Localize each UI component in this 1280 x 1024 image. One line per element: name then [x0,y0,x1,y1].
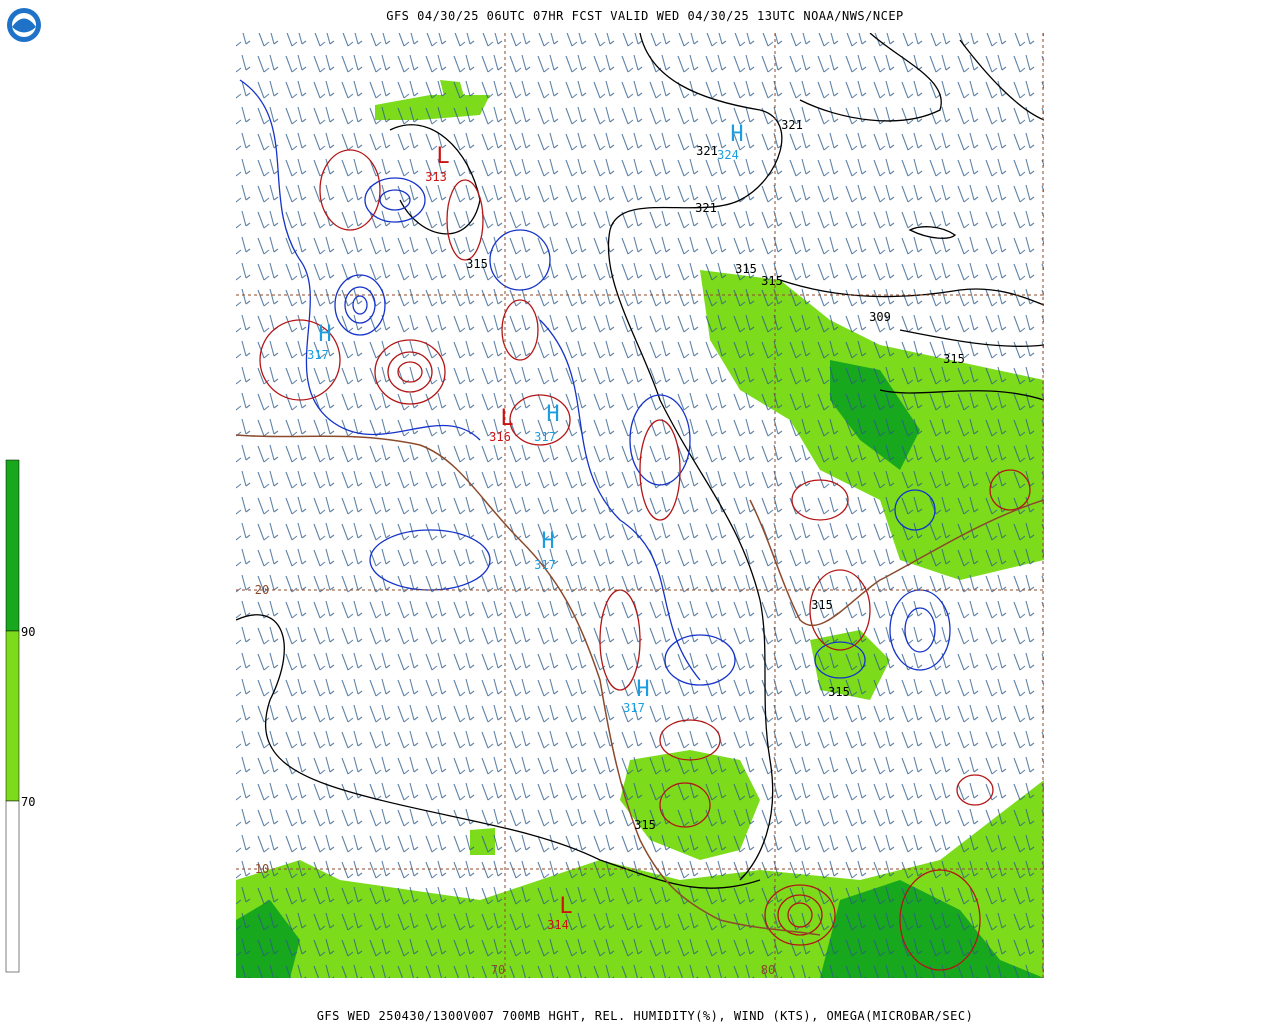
height-label: 321 [696,144,718,158]
center-value: 313 [425,170,447,184]
center-letter: H [546,402,559,427]
center-letter: L [559,894,572,919]
map-area [236,33,1044,978]
colorbar-label: 90 [21,625,35,639]
colorbar-label: 70 [21,795,35,809]
center-value: 314 [547,918,569,932]
height-contours [236,33,1044,889]
center-value: 317 [307,348,329,362]
height-label: 315 [828,685,850,699]
height-label: 315 [943,352,965,366]
coastline [236,434,1044,936]
height-label: 315 [466,257,488,271]
height-label: 315 [735,262,757,276]
center-letter: H [318,322,331,347]
map-caption: GFS WED 250430/1300V007 700MB HGHT, REL.… [317,1009,974,1023]
latitude-label: 10 [255,862,269,876]
height-label: 315 [761,274,783,288]
noaa-logo [7,8,41,42]
colorbar [5,459,20,973]
height-label: 321 [781,118,803,132]
center-value: 317 [534,558,556,572]
center-letter: L [436,144,449,169]
longitude-label: 70 [491,963,505,977]
map-title: GFS 04/30/25 06UTC 07HR FCST VALID WED 0… [386,9,904,23]
center-value: 317 [534,430,556,444]
center-letter: H [541,529,554,554]
height-label: 321 [695,201,717,215]
wind-barbs [236,33,1044,978]
center-value: 317 [623,701,645,715]
latitude-label: 20 [255,583,269,597]
height-label: 315 [811,598,833,612]
center-letter: H [730,122,743,147]
height-label: 315 [634,818,656,832]
center-value: 316 [489,430,511,444]
height-label: 309 [869,310,891,324]
omega-contours-positive [259,149,1031,971]
center-letter: L [500,406,513,431]
graticule [236,33,1044,978]
center-letter: H [636,677,649,702]
center-value: 324 [717,148,739,162]
longitude-label: 80 [761,963,775,977]
